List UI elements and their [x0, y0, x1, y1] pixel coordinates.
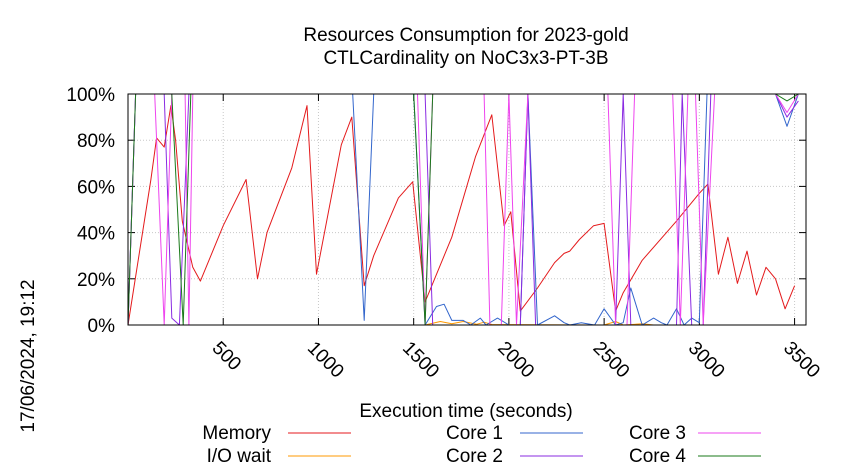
y-tick-label: 20% [77, 270, 115, 291]
y-tick-label: 80% [77, 131, 115, 152]
x-tick-label: 2500 [589, 338, 634, 383]
x-tick-label: 1000 [303, 338, 348, 383]
chart-title-line-2: CTLCardinality on NoC3x3-PT-3B [323, 48, 608, 69]
x-axis-label: Execution time (seconds) [359, 401, 572, 422]
series-layer [127, 93, 799, 326]
y-tick-label: 100% [66, 85, 115, 106]
x-tick-label: 2000 [493, 338, 538, 383]
side-timestamp-label: 17/06/2024, 19:12 [18, 279, 39, 432]
x-tick-label: 500 [208, 338, 245, 375]
series-line-memory [127, 105, 796, 326]
y-tick-label: 40% [77, 224, 115, 245]
legend-label: Core 2 [446, 446, 503, 467]
legend-label: Core 1 [446, 423, 503, 444]
y-tick-label: 0% [88, 316, 116, 337]
x-tick-label: 3500 [779, 338, 824, 383]
x-tick-labels: 500 1000 1500 2000 2500 3000 3500 [208, 338, 824, 383]
legend-label: Memory [202, 423, 271, 444]
series-line-core-4 [127, 93, 799, 326]
series-line-core-3 [127, 93, 799, 326]
series-line-i-o-wait [128, 321, 795, 326]
legend-label: I/O wait [207, 446, 272, 467]
legend-label: Core 4 [629, 446, 686, 467]
y-tick-label: 60% [77, 177, 115, 198]
series-line-core-2 [127, 93, 799, 326]
series-line-core-1 [127, 93, 799, 326]
plot-frame [127, 93, 807, 326]
chart-title-line-1: Resources Consumption for 2023-gold [303, 25, 628, 46]
y-tick-labels: 0% 20% 40% 60% 80% 100% [66, 85, 115, 337]
legend-label: Core 3 [629, 423, 686, 444]
x-tick-label: 1500 [398, 338, 443, 383]
x-tick-label: 3000 [684, 338, 729, 383]
